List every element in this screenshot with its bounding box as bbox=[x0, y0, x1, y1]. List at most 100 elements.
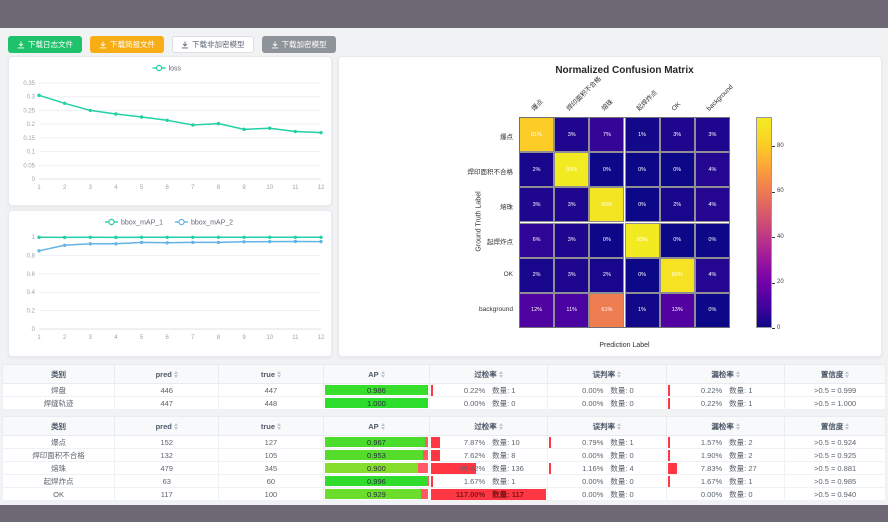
sort-caret-icon[interactable] bbox=[173, 422, 178, 430]
sort-caret-icon[interactable] bbox=[617, 422, 622, 430]
download-report-button[interactable]: 下载简报文件 bbox=[90, 36, 164, 53]
results-table: 类别 pred true AP 过检率 误判率 漏检率 置信度 焊盘 446 447 0.986 0.2… bbox=[1, 364, 886, 410]
y-tick-label: 0.2 bbox=[27, 309, 36, 315]
legend-item-bbox_mAP_2[interactable]: bbox_mAP_2 bbox=[175, 218, 233, 227]
download-icon bbox=[17, 40, 25, 49]
column-header-over[interactable]: 过检率 bbox=[429, 416, 548, 436]
cell-ap: 0.986 bbox=[322, 383, 431, 397]
row-label: 焊印面积不合格 bbox=[467, 168, 514, 176]
row-label: 爆点 bbox=[500, 133, 513, 141]
sort-caret-icon[interactable] bbox=[845, 370, 850, 378]
cell-mis: 0.00% 数量: 0 bbox=[546, 383, 667, 397]
header-label: 置信度 bbox=[821, 369, 850, 380]
ap-bar-remainder bbox=[424, 437, 429, 447]
cell-class: 爆点 bbox=[1, 435, 116, 449]
matrix-cell: 2% bbox=[519, 152, 555, 188]
matrix-cell: 2% bbox=[589, 257, 625, 293]
sort-caret-icon[interactable] bbox=[380, 370, 385, 378]
sort-caret-icon[interactable] bbox=[498, 370, 503, 378]
matrix-cell: 3% bbox=[554, 257, 590, 293]
data-point bbox=[139, 115, 144, 119]
x-tick-label: 3 bbox=[89, 335, 93, 341]
y-tick-label: 0.1 bbox=[27, 150, 36, 156]
header-label: true bbox=[261, 370, 281, 379]
legend-item-bbox_mAP_1[interactable]: bbox_mAP_1 bbox=[105, 218, 163, 227]
column-header-pred[interactable]: pred bbox=[114, 364, 220, 384]
column-header-over[interactable]: 过检率 bbox=[429, 364, 548, 384]
rate-cell: 0.00% 数量: 0 bbox=[549, 398, 665, 409]
rate-bar bbox=[431, 436, 441, 448]
column-header-miss[interactable]: 漏检率 bbox=[665, 416, 786, 436]
sort-caret-icon[interactable] bbox=[735, 370, 740, 378]
cell-true: 448 bbox=[218, 396, 324, 410]
series-line-loss bbox=[38, 94, 322, 134]
rate-text: 0.22% 数量: 1 bbox=[700, 385, 753, 395]
sort-caret-icon[interactable] bbox=[277, 422, 281, 430]
button-label: 下载日志文件 bbox=[28, 39, 73, 49]
data-point bbox=[216, 121, 221, 126]
sort-caret-icon[interactable] bbox=[380, 422, 385, 430]
table-row: 起焊炸点 63 60 0.996 1.67% 数量: 1 0.00% 数量: 0 1.67% 数量… bbox=[1, 474, 886, 488]
x-tick-label: 10 bbox=[266, 335, 273, 341]
x-tick-label: 4 bbox=[114, 335, 118, 341]
rate-text: 0.00% 数量: 0 bbox=[582, 385, 634, 395]
ap-value: 0.929 bbox=[367, 490, 386, 499]
sort-caret-icon[interactable] bbox=[173, 370, 178, 378]
matrix-cell: 0% bbox=[659, 152, 695, 188]
sort-caret-icon[interactable] bbox=[735, 422, 740, 430]
column-header-ap[interactable]: AP bbox=[322, 364, 431, 384]
column-header-miss[interactable]: 漏检率 bbox=[665, 364, 786, 384]
cell-miss: 1.90% 数量: 2 bbox=[665, 448, 786, 462]
y-tick-label: 0.05 bbox=[23, 163, 35, 169]
map-chart-card: 0 0.2 0.4 0.6 0.8 1 1 2 3 4 5 6 7 8 9 10 11 12 bbox_mAP_1 b… bbox=[8, 210, 332, 357]
column-header-mis[interactable]: 误判率 bbox=[546, 364, 667, 384]
sort-caret-icon[interactable] bbox=[617, 370, 622, 378]
download-log-button[interactable]: 下载日志文件 bbox=[8, 36, 82, 53]
row-label: 起焊炸点 bbox=[487, 239, 513, 247]
download-icon bbox=[99, 40, 107, 49]
cell-mis: 1.16% 数量: 4 bbox=[546, 461, 667, 475]
ap-value: 0.967 bbox=[367, 438, 386, 447]
x-tick-label: 6 bbox=[166, 335, 170, 341]
header-label: pred bbox=[156, 422, 178, 431]
column-header-true[interactable]: true bbox=[218, 364, 324, 384]
cell-true: 105 bbox=[218, 448, 324, 462]
column-header-mis[interactable]: 误判率 bbox=[546, 416, 667, 436]
matrix-cell: 6% bbox=[519, 222, 555, 258]
matrix-cell: 13% bbox=[659, 292, 695, 328]
sort-caret-icon[interactable] bbox=[498, 422, 503, 430]
rate-text: 1.57% 数量: 2 bbox=[700, 437, 753, 447]
sort-caret-icon[interactable] bbox=[845, 422, 850, 430]
y-tick-label: 0.6 bbox=[27, 272, 36, 278]
column-header-conf[interactable]: 置信度 bbox=[784, 416, 886, 436]
legend-label: loss bbox=[169, 66, 182, 73]
download-encrypted-model-button[interactable]: 下载加密模型 bbox=[261, 36, 336, 53]
cell-true: 60 bbox=[218, 474, 324, 488]
matrix-cell: 3% bbox=[694, 117, 730, 153]
data-point bbox=[216, 240, 221, 245]
ap-bar: 0.967 bbox=[324, 437, 429, 447]
sort-caret-icon[interactable] bbox=[277, 370, 281, 378]
data-point bbox=[293, 235, 298, 239]
matrix-cell: 2% bbox=[659, 187, 695, 223]
legend-item-loss[interactable]: loss bbox=[152, 64, 182, 73]
rate-text: 0.00% 数量: 0 bbox=[463, 398, 516, 408]
column-header-conf[interactable]: 置信度 bbox=[784, 364, 886, 384]
data-point bbox=[139, 240, 144, 245]
colorbar-tick bbox=[772, 237, 775, 239]
data-point bbox=[62, 235, 67, 240]
column-label: 爆点 bbox=[530, 98, 545, 113]
ap-bar-fill bbox=[324, 437, 425, 447]
rate-text: 39.42% 数量: 136 bbox=[459, 463, 524, 473]
y-tick-label: 0.8 bbox=[27, 253, 36, 259]
download-plain-model-button[interactable]: 下载非加密模型 bbox=[172, 36, 254, 53]
column-header-true[interactable]: true bbox=[218, 416, 324, 436]
column-header-ap[interactable]: AP bbox=[322, 416, 431, 436]
x-tick-label: 8 bbox=[217, 185, 221, 191]
matrix-cell: 1% bbox=[624, 292, 660, 328]
matrix-cell: 0% bbox=[624, 152, 660, 188]
x-tick-label: 8 bbox=[217, 335, 221, 341]
column-header-pred[interactable]: pred bbox=[114, 416, 220, 436]
header-label: 误判率 bbox=[593, 369, 622, 380]
ap-value: 0.900 bbox=[367, 464, 386, 473]
